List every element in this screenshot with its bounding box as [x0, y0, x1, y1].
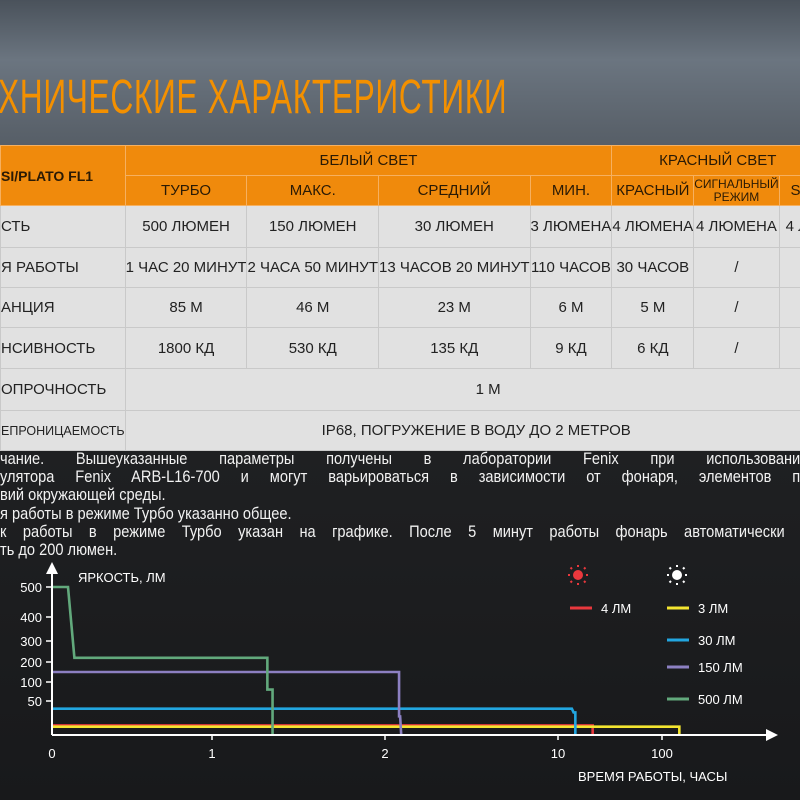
table-row: НСИВНОСТЬ 1800 КД 530 КД 135 КД 9 КД 6 К… — [0, 327, 800, 369]
note-line: чание. Вышеуказанные параметры получены … — [0, 449, 800, 468]
cell: / — [693, 327, 780, 369]
mode-signal: СИГНАЛЬНЫЙ РЕЖИМ — [693, 175, 780, 206]
cell: 135 КД — [378, 327, 531, 369]
y-tick-label: 200 — [20, 655, 42, 670]
legend-label: 4 ЛМ — [601, 601, 631, 616]
mode-max: МАКС. — [246, 175, 379, 206]
note-line: улятора Fenix ARB-L16-700 и могут варьир… — [0, 467, 800, 487]
series-line-500-лм — [52, 585, 274, 735]
legend-label: 30 ЛМ — [698, 633, 735, 648]
table-row: ОПРОЧНОСТЬ 1 М — [0, 368, 800, 411]
x-tick-label: 0 — [48, 746, 55, 761]
model-header: SI/PLATO FL1 — [0, 145, 126, 206]
table-row: АНЦИЯ 85 М 46 М 23 М 6 М 5 М / / — [0, 287, 800, 328]
mode-min: МИН. — [529, 175, 613, 206]
notes: чание. Вышеуказанные параметры получены … — [0, 449, 800, 560]
cell: 4 ЛЮМЕНА — [611, 205, 695, 248]
cell: 3 ЛЮМЕНА — [529, 205, 613, 248]
x-tick-label: 10 — [551, 746, 565, 761]
cell: 30 ЛЮМЕН — [378, 205, 531, 248]
cell: / — [693, 247, 780, 288]
cell: 85 М — [124, 287, 248, 328]
cell: IP68, ПОГРУЖЕНИЕ В ВОДУ ДО 2 МЕТРОВ — [124, 410, 800, 451]
cell: 6 М — [529, 287, 613, 328]
cell: 1 М — [124, 368, 800, 411]
cell: 46 М — [246, 287, 379, 328]
runtime-chart: 50 100 200 300 400 500 0 1 2 10 100 ЯРКОСТЬ, ЛМ ВР… — [20, 562, 778, 784]
x-tick-label: 100 — [651, 746, 673, 761]
mode-sos: SO — [778, 175, 800, 206]
cell: 150 ЛЮМЕН — [246, 205, 379, 248]
cell: / — [778, 287, 800, 328]
white-sun-icon — [667, 565, 687, 585]
page-title: ХНИЧЕСКИЕ ХАРАКТЕРИСТИКИ — [0, 71, 508, 124]
note-line: ть до 200 люмен. — [0, 540, 118, 560]
legend-label: 3 ЛМ — [698, 601, 728, 616]
y-tick-label: 50 — [28, 694, 42, 709]
cell: / — [778, 327, 800, 369]
row-label: ЕПРОНИЦАЕМОСТЬ — [0, 410, 126, 451]
row-label: ОПРОЧНОСТЬ — [0, 368, 126, 411]
y-tick-label: 400 — [20, 610, 42, 625]
cell: 4 ЛЮ — [778, 205, 800, 248]
legend-label: 500 ЛМ — [698, 692, 743, 707]
cell: 13 ЧАСОВ 20 МИНУТ — [378, 247, 531, 288]
note-line: к работы в режиме Турбо указан на график… — [0, 521, 800, 541]
x-axis-arrow-icon — [766, 729, 778, 741]
red-sun-icon — [568, 565, 588, 585]
cell: 1 ЧАС 20 МИНУТ — [124, 247, 248, 288]
row-label: АНЦИЯ — [0, 287, 126, 328]
white-light-header: БЕЛЫЙ СВЕТ — [124, 145, 613, 176]
mode-mid: СРЕДНИЙ — [378, 175, 531, 206]
cell: 110 ЧАСОВ — [529, 247, 613, 288]
legend-label: 150 ЛМ — [698, 660, 743, 675]
mode-red: КРАСНЫЙ — [611, 175, 695, 206]
cell: / — [778, 247, 800, 288]
y-tick-label: 500 — [20, 580, 42, 595]
x-axis-title: ВРЕМЯ РАБОТЫ, ЧАСЫ — [578, 769, 727, 784]
y-tick-label: 100 — [20, 675, 42, 690]
x-tick-label: 2 — [381, 746, 388, 761]
cell: 30 ЧАСОВ — [611, 247, 695, 288]
cell: 6 КД — [611, 327, 695, 369]
cell: 530 КД — [246, 327, 379, 369]
y-axis-arrow-icon — [46, 562, 58, 574]
note-line: вий окружающей среды. — [0, 485, 166, 505]
series-line-3-лм — [52, 725, 681, 735]
cell: 500 ЛЮМЕН — [124, 205, 248, 248]
cell: 4 ЛЮМЕНА — [693, 205, 780, 248]
y-tick-label: 300 — [20, 634, 42, 649]
note-line: я работы в режиме Турбо указанно общее. — [0, 503, 292, 523]
row-label: СТЬ — [0, 205, 126, 248]
cell: 9 КД — [529, 327, 613, 369]
y-axis-title: ЯРКОСТЬ, ЛМ — [78, 570, 166, 585]
table-row: ЕПРОНИЦАЕМОСТЬ IP68, ПОГРУЖЕНИЕ В ВОДУ Д… — [0, 410, 800, 451]
table-row: Я РАБОТЫ 1 ЧАС 20 МИНУТ 2 ЧАСА 50 МИНУТ … — [0, 247, 800, 288]
x-tick-label: 1 — [208, 746, 215, 761]
cell: / — [693, 287, 780, 328]
table-row: СТЬ 500 ЛЮМЕН 150 ЛЮМЕН 30 ЛЮМЕН 3 ЛЮМЕН… — [0, 205, 800, 248]
series-line-30-лм — [52, 707, 577, 735]
cell: 1800 КД — [124, 327, 248, 369]
row-label: НСИВНОСТЬ — [0, 327, 126, 369]
specs-table: SI/PLATO FL1 БЕЛЫЙ СВЕТ КРАСНЫЙ СВЕТ ТУР… — [0, 145, 800, 451]
row-label: Я РАБОТЫ — [0, 247, 126, 288]
cell: 5 М — [611, 287, 695, 328]
mode-turbo: ТУРБО — [124, 175, 248, 206]
series-line-150-лм — [52, 670, 403, 736]
cell: 2 ЧАСА 50 МИНУТ — [246, 247, 379, 288]
cell: 23 М — [378, 287, 531, 328]
red-light-header: КРАСНЫЙ СВЕТ — [611, 145, 800, 176]
